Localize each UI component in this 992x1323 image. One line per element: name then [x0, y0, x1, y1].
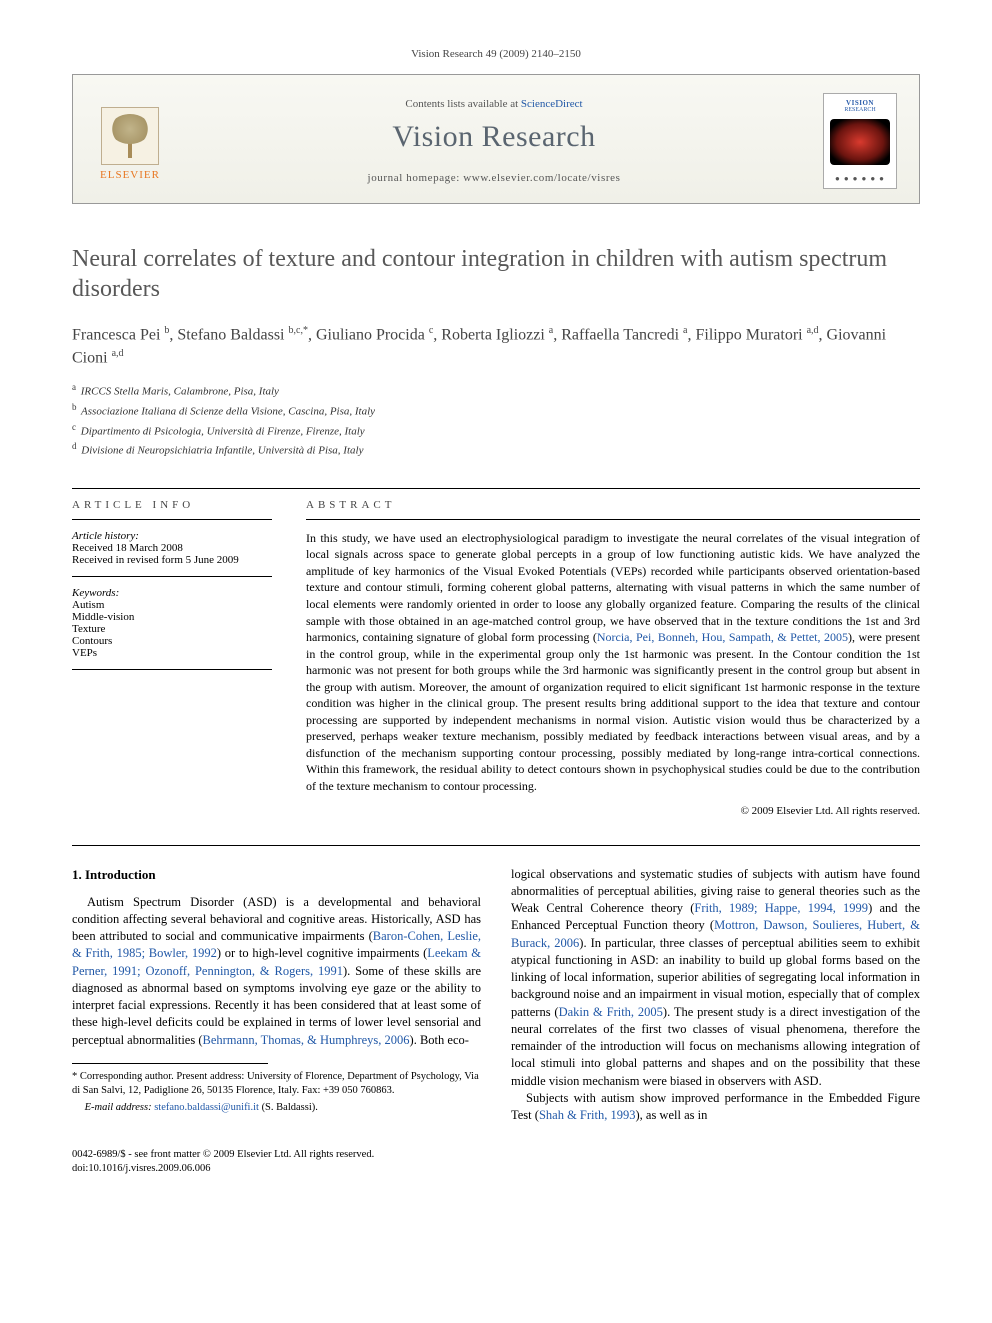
affiliation-line: a IRCCS Stella Maris, Calambrone, Pisa, … [72, 381, 920, 401]
sciencedirect-link[interactable]: ScienceDirect [521, 98, 583, 110]
citation-link[interactable]: Dakin & Frith, 2005 [559, 1005, 663, 1019]
t: ). Both eco- [410, 1033, 469, 1047]
article-title: Neural correlates of texture and contour… [72, 244, 920, 304]
keyword: VEPs [72, 647, 272, 659]
abstract-citation-link[interactable]: Norcia, Pei, Bonneh, Hou, Sampath, & Pet… [597, 630, 848, 644]
page-footer: 0042-6989/$ - see front matter © 2009 El… [72, 1148, 920, 1175]
doi-line: doi:10.1016/j.visres.2009.06.006 [72, 1162, 374, 1176]
article-history-block: Article history: Received 18 March 2008 … [72, 520, 272, 577]
abstract-copyright: © 2009 Elsevier Ltd. All rights reserved… [306, 805, 920, 817]
footnote-separator [72, 1063, 268, 1064]
elsevier-logo: ELSEVIER [95, 101, 165, 181]
intro-heading: 1. Introduction [72, 866, 481, 884]
contents-prefix: Contents lists available at [405, 98, 520, 110]
abstract-text: In this study, we have used an electroph… [306, 520, 920, 795]
homepage-line: journal homepage: www.elsevier.com/locat… [183, 172, 805, 184]
affiliation-line: b Associazione Italiana di Scienze della… [72, 401, 920, 421]
footer-left: 0042-6989/$ - see front matter © 2009 El… [72, 1148, 374, 1175]
citation-link[interactable]: Behrmann, Thomas, & Humphreys, 2006 [203, 1033, 410, 1047]
left-column: 1. Introduction Autism Spectrum Disorder… [72, 866, 481, 1125]
email-label: E-mail address: [85, 1102, 152, 1113]
history-label: Article history: [72, 530, 272, 542]
contents-line: Contents lists available at ScienceDirec… [183, 98, 805, 110]
intro-para-2: Subjects with autism show improved perfo… [511, 1090, 920, 1125]
journal-name: Vision Research [183, 120, 805, 154]
t: ) or to high-level cognitive impairments… [217, 946, 427, 960]
header-center: Contents lists available at ScienceDirec… [183, 98, 805, 184]
keywords-label: Keywords: [72, 587, 272, 599]
affiliation-line: c Dipartimento di Psicologia, Università… [72, 421, 920, 441]
keywords-list: AutismMiddle-visionTextureContoursVEPs [72, 599, 272, 659]
publisher-name: ELSEVIER [100, 169, 160, 181]
received-date: Received 18 March 2008 [72, 542, 272, 554]
intro-para-1-cont: logical observations and systematic stud… [511, 866, 920, 1090]
cover-title: VISION [846, 99, 874, 107]
abstract-heading: ABSTRACT [306, 489, 920, 520]
elsevier-tree-icon [101, 107, 159, 165]
keyword: Autism [72, 599, 272, 611]
cover-dots-icon: ● ● ● ● ● ● [835, 174, 885, 183]
keywords-block: Keywords: AutismMiddle-visionTextureCont… [72, 577, 272, 670]
keyword: Contours [72, 635, 272, 647]
email-who: (S. Baldassi). [259, 1102, 318, 1113]
affiliation-line: d Divisione di Neuropsichiatria Infantil… [72, 440, 920, 460]
journal-cover-thumb: VISION RESEARCH ● ● ● ● ● ● [823, 93, 897, 189]
body-columns: 1. Introduction Autism Spectrum Disorder… [72, 845, 920, 1125]
homepage-url: www.elsevier.com/locate/visres [463, 172, 620, 184]
revised-date: Received in revised form 5 June 2009 [72, 554, 272, 566]
article-info-heading: ARTICLE INFO [72, 489, 272, 520]
front-matter-line: 0042-6989/$ - see front matter © 2009 El… [72, 1148, 374, 1162]
cover-subtitle: RESEARCH [844, 107, 875, 113]
journal-header: ELSEVIER Contents lists available at Sci… [72, 74, 920, 204]
abstract-column: ABSTRACT In this study, we have used an … [306, 489, 920, 817]
homepage-prefix: journal homepage: [368, 172, 464, 184]
abstract-pre: In this study, we have used an electroph… [306, 531, 920, 644]
corr-author-text: * Corresponding author. Present address:… [72, 1070, 481, 1098]
citation-link[interactable]: Frith, 1989; Happe, 1994, 1999 [694, 901, 868, 915]
citation-link[interactable]: Shah & Frith, 1993 [539, 1108, 636, 1122]
keyword: Texture [72, 623, 272, 635]
article-info-column: ARTICLE INFO Article history: Received 1… [72, 489, 272, 817]
t: ), as well as in [635, 1108, 707, 1122]
authors-list: Francesca Pei b, Stefano Baldassi b,c,*,… [72, 324, 920, 369]
page: Vision Research 49 (2009) 2140–2150 ELSE… [0, 0, 992, 1216]
abstract-post: ), were present in the control group, wh… [306, 630, 920, 793]
cover-image-icon [830, 119, 890, 165]
email-link[interactable]: stefano.baldassi@unifi.it [154, 1102, 259, 1113]
affiliations: a IRCCS Stella Maris, Calambrone, Pisa, … [72, 381, 920, 459]
intro-para-1: Autism Spectrum Disorder (ASD) is a deve… [72, 894, 481, 1049]
right-column: logical observations and systematic stud… [511, 866, 920, 1125]
meta-abstract-row: ARTICLE INFO Article history: Received 1… [72, 488, 920, 817]
citation-line: Vision Research 49 (2009) 2140–2150 [72, 48, 920, 60]
corresponding-footnote: * Corresponding author. Present address:… [72, 1070, 481, 1116]
keyword: Middle-vision [72, 611, 272, 623]
